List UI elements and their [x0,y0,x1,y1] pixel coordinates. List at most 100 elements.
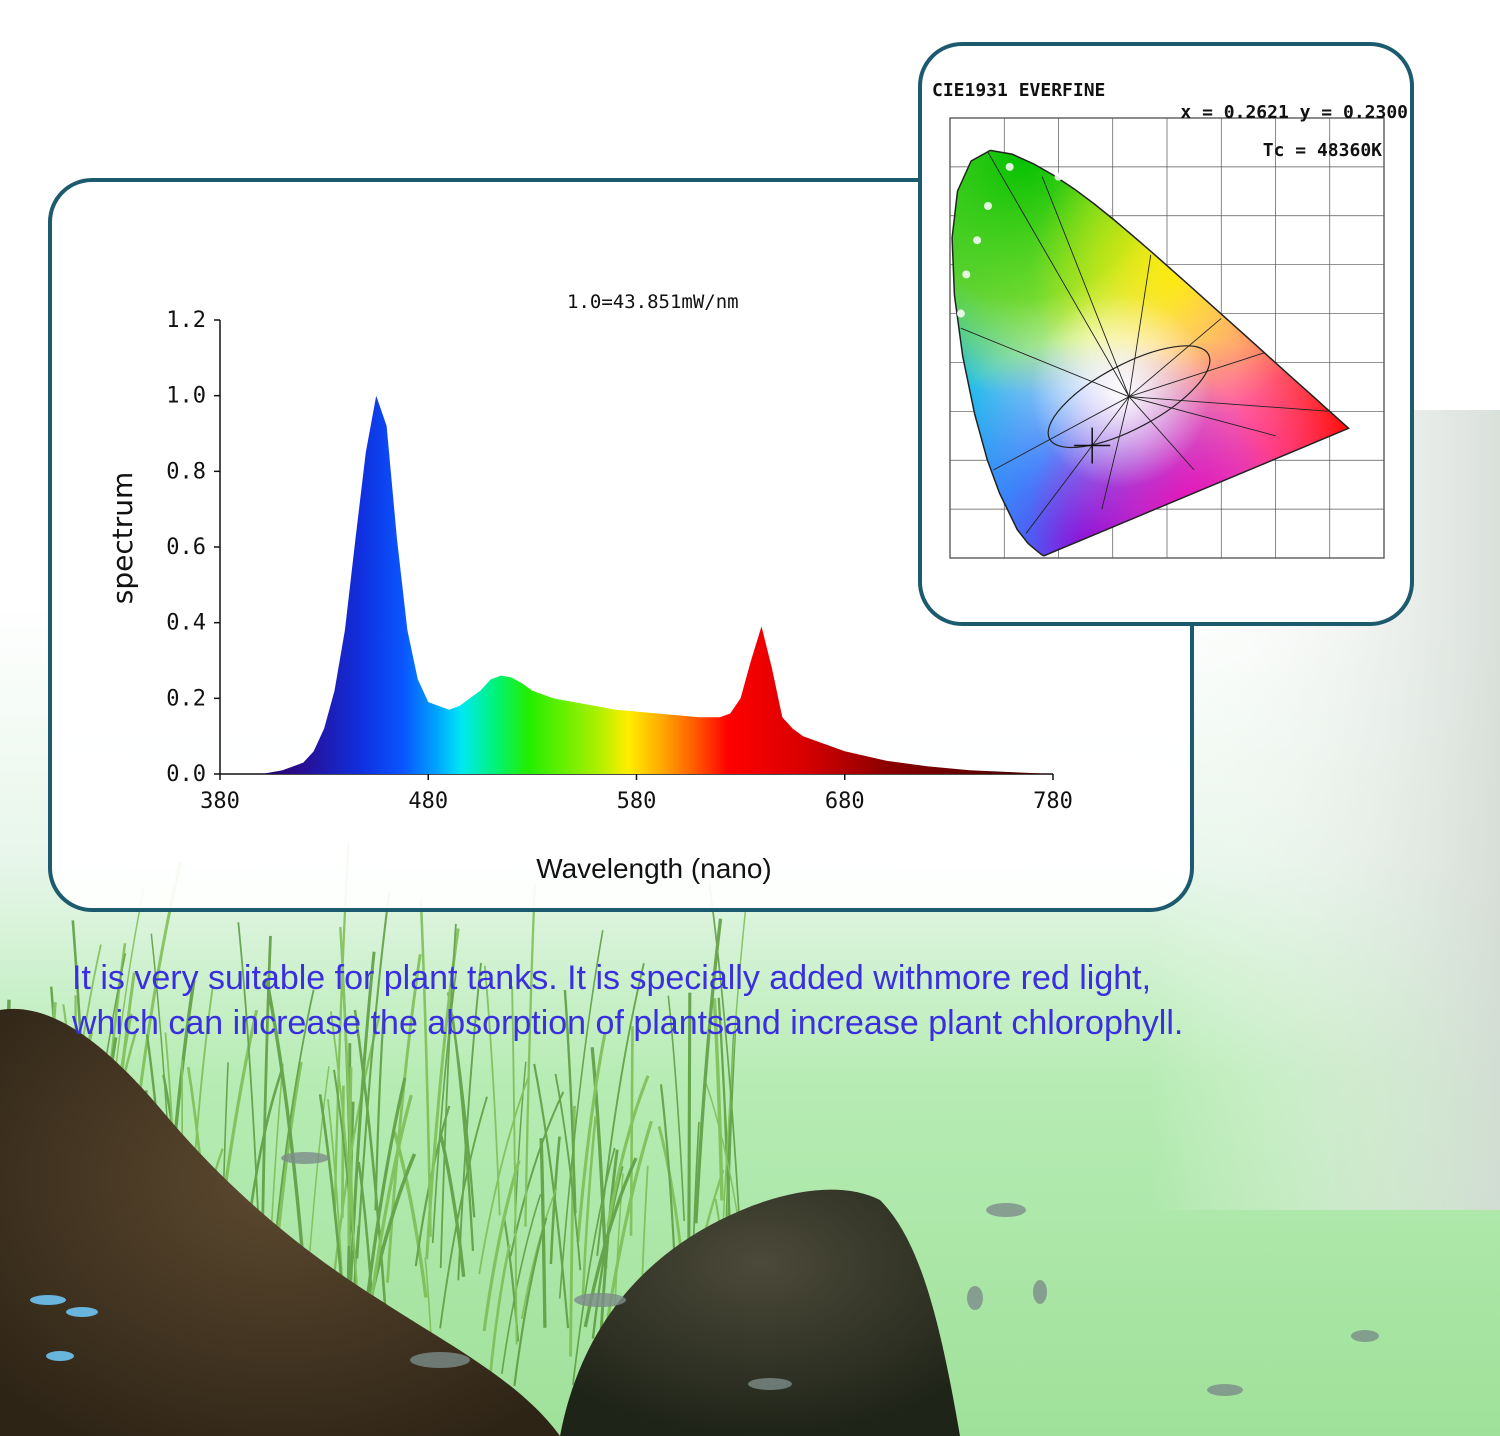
fish [986,1203,1026,1217]
cie-reference-dot [1005,162,1014,171]
grass-blade [419,898,432,1237]
spectrum-y-tick-label: 1.2 [166,308,206,333]
grass-blade [374,1017,385,1211]
spectrum-x-tick-label: 680 [825,789,865,814]
grass-blade [457,962,482,1281]
grass-blade [347,1067,353,1247]
spectrum-x-tick-label: 580 [617,789,657,814]
spectrum-x-tick-label: 480 [408,789,448,814]
grass-blade [576,1031,607,1242]
grass-blade [708,881,740,1217]
cie-region-boundary [993,396,1130,471]
caption-line-2: which can increase the absorption of pla… [72,1004,1184,1042]
spectrum-y-tick-label: 0.2 [166,686,206,711]
cie-region-boundary [1128,254,1152,397]
cie-title: CIE1931 EVERFINE [932,80,1105,101]
cie-fill-white [952,150,1349,556]
spectrum-area [220,395,1053,774]
fish [30,1295,66,1305]
cie-region-boundary [1025,396,1130,534]
grass-blade [533,1063,570,1329]
fish-group [281,1152,1379,1396]
grass-blade [340,1085,345,1219]
cie-spectral-locus [951,149,1350,557]
cie-region-boundary [1041,176,1130,397]
spectrum-y-axis-label: spectrum [106,472,139,605]
cie-reference-dot [983,202,992,210]
fish [748,1378,792,1390]
grass-blade [606,1075,650,1228]
cie-region-boundary [1101,396,1130,510]
fish [1033,1280,1047,1304]
center-rock [560,1189,960,1436]
cie-region-boundary [960,327,1130,398]
cie-reference-dot [1054,172,1063,181]
grass-blade [657,1126,683,1254]
cie-chart: CIE1931 EVERFINE x = 0.2621 y = 0.2300 T… [932,80,1408,559]
grass-blade [659,1084,677,1269]
spectrum-x-axis-label: Wavelength (nano) [536,853,772,884]
grass-blade [539,1138,547,1328]
fish [410,1352,470,1368]
grass-blade [520,1187,558,1320]
grass-blade [329,1011,360,1308]
spectrum-y-tick-label: 0.0 [166,762,206,787]
fish [1351,1330,1379,1342]
left-rock [0,1008,560,1436]
fish [281,1152,329,1164]
grass-blade [487,1244,511,1388]
grass-blade [590,1047,608,1269]
cie-reference-dot [956,309,965,318]
fish [1207,1384,1243,1396]
fish [967,1286,983,1310]
cie-reference-dot [973,236,982,245]
grass-blade [260,935,272,1247]
grass-blade [563,989,577,1214]
grass-blade [438,1133,466,1277]
cie-region-boundary [1128,352,1265,398]
cie-region-boundary [1128,318,1222,398]
grass-blade [572,1147,616,1385]
grass-blade [511,986,518,1345]
cie-color-temperature: Tc = 48360K [1263,140,1382,161]
cie-white-region [1047,345,1211,449]
grass-blade [629,1026,634,1236]
grass-blade [451,1015,475,1251]
spectrum-y-tick-label: 1.0 [166,384,206,409]
cie-region-boundary [1128,396,1195,471]
grass-blade [439,1096,488,1329]
fish [574,1293,626,1307]
spectrum-y-tick-label: 0.4 [166,611,206,636]
spectrum-y-tick-label: 0.8 [166,459,206,484]
grass-blade [265,980,305,1255]
cie-region-boundary [1128,396,1330,412]
spectrum-chart: 0.0 0.2 0.4 0.6 0.8 1.0 1.2 380 480 580 680 780 1.0… [106,291,1073,884]
spectrum-x-tick-label: 780 [1033,789,1073,814]
fish [46,1351,74,1361]
grass-blade [478,1076,530,1275]
grass-blade [554,1073,582,1271]
cie-coordinate-readout: x = 0.2621 y = 0.2300 [1180,102,1408,123]
grass-blade [581,1115,597,1299]
product-caption: It is very suitable for plant tanks. It … [72,956,1372,1046]
grass-blade [720,911,747,1261]
spectrum-y-tick-label: 0.6 [166,535,206,560]
grass-blade [501,1193,542,1375]
grass-blade [439,923,457,1269]
grass-blade [667,995,685,1222]
neon-fish-group [30,1295,98,1361]
cie-panel: CIE1931 EVERFINE x = 0.2621 y = 0.2300 T… [918,42,1414,626]
grass-blade [339,927,355,1251]
caption-line-1: It is very suitable for plant tanks. It … [72,959,1152,997]
grass-blade [356,891,391,1259]
grass-blade [524,883,537,1227]
cie-region-boundary [1128,396,1276,437]
grass-blade [237,922,260,1222]
cie-region-boundary [987,151,1130,397]
grass-blade [596,962,645,1256]
grass-blade [694,918,723,1224]
cie-reference-dot [962,270,971,279]
fish [66,1307,98,1317]
spectrum-annotation: 1.0=43.851mW/nm [567,291,739,313]
grass-blade [712,998,724,1201]
